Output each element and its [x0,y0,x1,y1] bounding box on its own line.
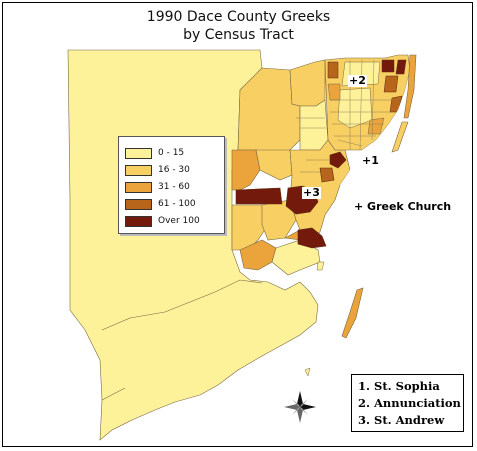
water-bay [340,70,414,196]
tract-ne-light [337,87,373,129]
key-item-st-sophia: 1. St. Sophia [358,379,440,393]
tract-ne-61-1 [383,75,399,93]
legend-item: 16 - 30 [125,163,190,177]
legend-label: 0 - 15 [158,148,185,158]
legend-item: Over 100 [125,214,200,228]
tract-middle-2 [289,59,326,107]
tract-over100-north [329,151,347,169]
map-legend: 0 - 15 16 - 30 31 - 60 61 - 100 Over 100 [118,136,225,234]
tract-ne-31-2 [327,83,341,101]
tract-barrier-north [403,54,417,119]
tract-barrier-mid [391,121,409,153]
legend-item: 61 - 100 [125,197,196,211]
legend-label: 31 - 60 [158,182,190,192]
legend-item: 0 - 15 [125,146,184,160]
church-key: 1. St. Sophia 2. Annunciation 3. St. And… [351,374,464,432]
tract-ne-over100-2 [395,59,407,75]
legend-swatch [125,147,152,159]
legend-swatch [125,164,152,176]
key-item-st-andrew: 3. St. Andrew [358,413,445,427]
church-marker-2: +2 [348,74,367,87]
church-marker-1: +1 [362,154,379,167]
tract-small-isle-1 [316,261,325,271]
church-marker-3: +3 [302,186,321,199]
legend-label: 16 - 30 [158,165,190,175]
tract-small-isle-2 [304,367,311,377]
map-title: 1990 Dace County Greeks [146,9,331,25]
tract-middle-3 [299,99,329,151]
tract-key-island [341,287,364,339]
tract-south-line [101,279,263,401]
tract-ne-31-1 [367,117,385,135]
compass-rose-icon [284,391,316,423]
map-subtitle: by Census Tract [183,27,294,43]
tract-ne-61-3 [327,61,339,79]
greek-church-legend: + Greek Church [354,200,452,213]
legend-item: 31 - 60 [125,180,190,194]
tract-over100-south [297,227,327,249]
key-item-annunciation: 2. Annunciation [358,396,461,410]
tract-middle-4 [231,149,261,191]
legend-swatch [125,198,152,210]
tract-ne-over100-1 [381,59,395,73]
tract-over100-west [235,187,283,205]
legend-swatch [125,181,152,193]
tract-61to100-central [319,167,335,183]
legend-label: 61 - 100 [158,199,196,209]
tract-grid-lines [296,59,398,173]
tract-middle-5 [255,149,293,181]
legend-label: Over 100 [158,216,200,226]
legend-swatch [125,215,152,227]
